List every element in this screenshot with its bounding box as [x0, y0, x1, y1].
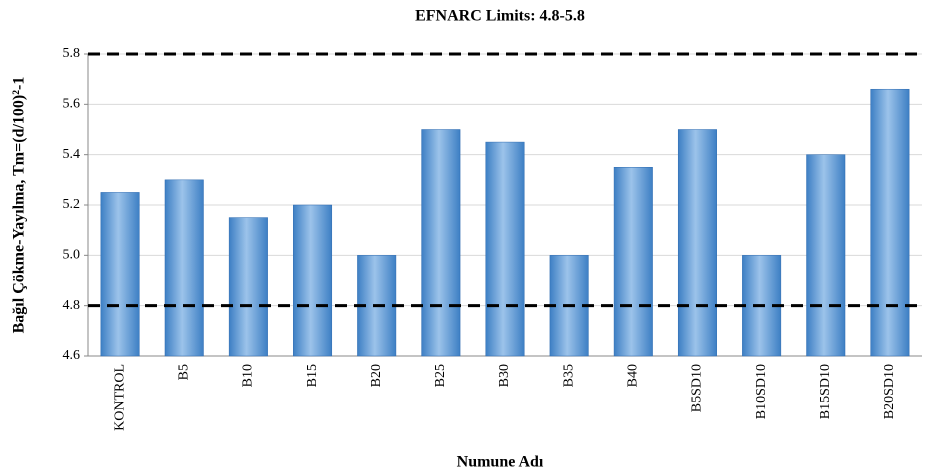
x-tick-label: B10SD10 — [754, 364, 769, 419]
x-axis-title: Numune Adı — [457, 454, 544, 471]
y-tick-label: 5.0 — [63, 248, 81, 263]
y-tick-label: 5.6 — [63, 97, 81, 112]
y-tick-label: 4.8 — [63, 298, 81, 313]
x-tick-label: B10 — [241, 364, 256, 387]
y-tick-label: 5.2 — [63, 197, 81, 212]
chart-title: EFNARC Limits: 4.8-5.8 — [415, 8, 585, 25]
bar — [613, 167, 653, 357]
y-tick-label: 5.8 — [63, 46, 81, 61]
x-tick-label: B35 — [561, 364, 576, 387]
y-axis-title: Bağıl Çökme-Yayılma, Tm=(d/100)²-1 — [11, 77, 28, 334]
bar — [100, 192, 140, 357]
x-tick-label: B15SD10 — [818, 364, 833, 419]
x-tick-label: B15 — [305, 364, 320, 387]
x-tick-label: KONTROL — [112, 364, 127, 431]
x-tick-label: B5SD10 — [690, 364, 705, 412]
x-tick-label: B20SD10 — [882, 364, 897, 419]
y-tick-label: 5.4 — [63, 147, 81, 162]
x-tick-label: B25 — [433, 364, 448, 387]
bar — [677, 129, 717, 357]
x-tick-label: B40 — [626, 364, 641, 387]
bar — [870, 88, 910, 357]
bar — [485, 141, 525, 357]
x-tick-label: B5 — [176, 364, 191, 380]
x-tick-label: B20 — [369, 364, 384, 387]
bar — [293, 204, 333, 357]
bar — [421, 129, 461, 357]
bar — [228, 217, 268, 357]
bar — [806, 154, 846, 357]
y-tick-label: 4.6 — [63, 348, 81, 363]
x-tick-label: B30 — [497, 364, 512, 387]
bar — [164, 179, 204, 357]
